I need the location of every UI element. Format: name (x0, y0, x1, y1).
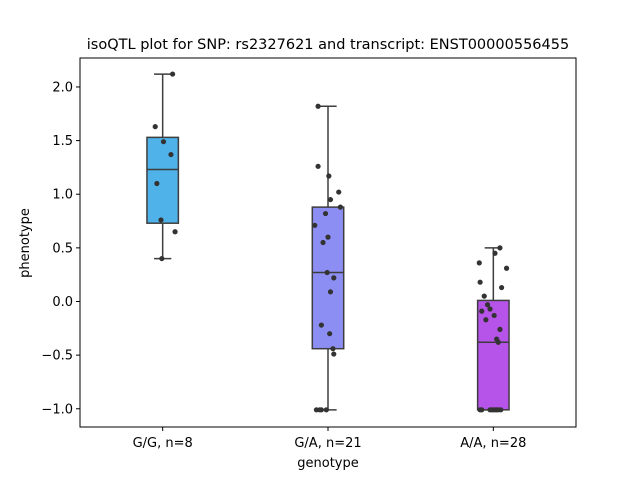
data-point (503, 265, 510, 271)
data-point (315, 163, 321, 169)
data-point (172, 229, 178, 235)
data-point (320, 239, 326, 246)
y-tick-label: 0.5 (52, 241, 73, 256)
box-group (146, 73, 180, 260)
data-point (331, 351, 337, 357)
data-point (495, 339, 501, 345)
y-tick-label: 0.0 (52, 295, 73, 310)
data-point (487, 306, 493, 312)
x-tick-label: G/A, n=21 (294, 436, 361, 451)
data-point (158, 217, 164, 223)
data-point (481, 293, 487, 299)
box (146, 136, 180, 224)
axes: −1.0 −0.5 0.0 0.5 1.0 1.5 2.0 G/G, n=8 G/A, n=21… (41, 80, 526, 451)
data-point (330, 346, 336, 352)
data-point (476, 260, 482, 266)
data-point (322, 210, 329, 217)
box-group (476, 247, 510, 411)
data-point (323, 407, 329, 413)
data-point (327, 289, 334, 295)
data-point (324, 269, 330, 276)
y-tick-label: 2.0 (52, 80, 73, 95)
data-point (499, 284, 505, 291)
y-tick-label: 1.5 (52, 134, 73, 149)
data-point (169, 71, 176, 77)
data-point (327, 331, 333, 337)
data-point (326, 173, 332, 179)
data-point (477, 279, 483, 285)
x-tick-label: A/A, n=28 (460, 436, 526, 451)
data-point (331, 275, 337, 281)
data-point (152, 124, 158, 130)
y-tick-label: 1.0 (52, 188, 73, 203)
y-tick-label: −1.0 (41, 402, 73, 417)
data-point (479, 407, 485, 413)
y-tick-label: −0.5 (41, 349, 73, 364)
data-point (317, 407, 323, 413)
plot-area (146, 71, 510, 413)
data-point (479, 308, 485, 314)
data-point (312, 222, 318, 228)
data-point (492, 250, 498, 256)
data-point (160, 139, 167, 145)
y-axis-label: phenotype (18, 208, 33, 278)
x-axis-label: genotype (297, 456, 358, 471)
box (311, 206, 345, 350)
data-point (327, 196, 334, 203)
data-point (325, 234, 331, 240)
data-point (168, 151, 174, 158)
data-point (497, 245, 503, 251)
data-point (154, 180, 160, 187)
data-point (498, 407, 504, 413)
data-point (159, 255, 165, 262)
box-group (311, 105, 345, 411)
data-point (484, 302, 491, 308)
chart-title: isoQTL plot for SNP: rs2327621 and trans… (87, 37, 569, 53)
data-point (336, 189, 342, 195)
data-points (152, 71, 510, 413)
data-point (337, 204, 343, 210)
data-point (491, 312, 497, 319)
data-point (497, 326, 503, 332)
data-point (318, 322, 324, 328)
x-tick-label: G/G, n=8 (133, 436, 193, 451)
data-point (315, 103, 321, 109)
data-point (483, 317, 489, 323)
